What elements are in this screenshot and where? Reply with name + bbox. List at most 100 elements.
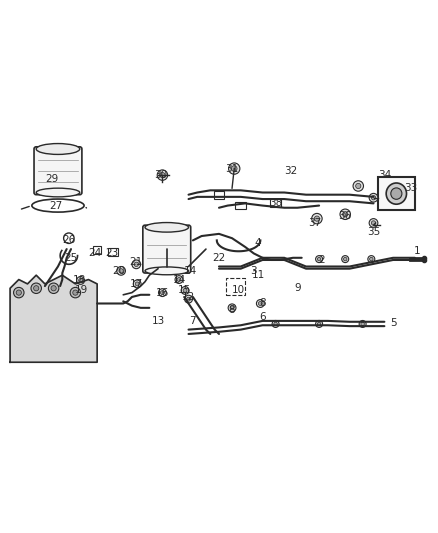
Circle shape xyxy=(31,283,42,294)
Ellipse shape xyxy=(145,223,188,232)
Circle shape xyxy=(14,287,24,298)
FancyBboxPatch shape xyxy=(34,147,82,195)
Circle shape xyxy=(368,256,375,263)
Circle shape xyxy=(117,266,125,275)
Text: 18: 18 xyxy=(73,274,86,285)
Circle shape xyxy=(177,278,181,281)
Text: 30: 30 xyxy=(154,170,167,180)
Circle shape xyxy=(175,276,183,284)
Text: 11: 11 xyxy=(251,270,265,280)
Ellipse shape xyxy=(145,267,188,275)
Text: 9: 9 xyxy=(294,283,300,293)
Text: 1: 1 xyxy=(414,246,420,256)
Text: 2: 2 xyxy=(318,255,325,265)
Circle shape xyxy=(361,322,364,326)
Ellipse shape xyxy=(36,188,80,197)
Text: 4: 4 xyxy=(255,238,261,247)
Text: 14: 14 xyxy=(184,266,198,276)
Circle shape xyxy=(134,262,138,266)
Text: 21: 21 xyxy=(130,257,143,267)
Circle shape xyxy=(369,219,378,228)
Text: 8: 8 xyxy=(259,298,266,309)
Text: 35: 35 xyxy=(367,227,380,237)
Text: 37: 37 xyxy=(308,218,321,228)
Circle shape xyxy=(356,183,361,189)
Text: 5: 5 xyxy=(390,318,396,328)
Circle shape xyxy=(316,320,322,327)
Circle shape xyxy=(353,181,364,191)
Text: 16: 16 xyxy=(156,288,169,297)
Text: 33: 33 xyxy=(404,183,417,193)
Text: 24: 24 xyxy=(88,248,102,259)
Circle shape xyxy=(343,212,348,217)
Circle shape xyxy=(181,287,189,294)
Circle shape xyxy=(274,322,277,326)
Bar xyxy=(270,199,281,207)
Circle shape xyxy=(230,306,234,310)
Text: 26: 26 xyxy=(62,236,75,245)
Text: 7: 7 xyxy=(190,316,196,326)
Text: 31: 31 xyxy=(226,164,239,174)
Text: 38: 38 xyxy=(269,198,282,208)
Text: 12: 12 xyxy=(182,292,195,302)
Circle shape xyxy=(34,286,39,291)
Circle shape xyxy=(160,290,164,295)
Circle shape xyxy=(51,286,56,291)
Circle shape xyxy=(16,290,21,295)
Ellipse shape xyxy=(36,143,80,155)
Circle shape xyxy=(70,287,81,298)
Circle shape xyxy=(370,257,373,261)
Text: 20: 20 xyxy=(112,266,125,276)
Text: 6: 6 xyxy=(259,312,266,321)
Circle shape xyxy=(119,269,123,273)
Circle shape xyxy=(133,280,141,288)
Circle shape xyxy=(48,283,59,294)
Bar xyxy=(235,201,246,209)
Text: 34: 34 xyxy=(378,170,391,180)
Circle shape xyxy=(371,196,376,200)
Circle shape xyxy=(160,173,165,177)
Bar xyxy=(214,191,224,199)
Circle shape xyxy=(318,322,321,326)
Circle shape xyxy=(231,166,237,172)
Text: 25: 25 xyxy=(64,253,78,263)
Circle shape xyxy=(77,277,85,284)
Circle shape xyxy=(318,257,321,261)
Circle shape xyxy=(228,304,236,312)
Circle shape xyxy=(79,278,82,282)
Ellipse shape xyxy=(391,188,402,199)
Circle shape xyxy=(316,256,322,263)
Circle shape xyxy=(359,320,366,327)
Circle shape xyxy=(258,302,262,305)
Circle shape xyxy=(229,163,240,174)
Text: 15: 15 xyxy=(177,286,191,295)
Bar xyxy=(93,246,101,254)
Circle shape xyxy=(369,193,378,202)
Circle shape xyxy=(343,257,347,261)
Circle shape xyxy=(187,297,191,301)
Circle shape xyxy=(371,221,376,225)
Circle shape xyxy=(73,290,78,295)
Circle shape xyxy=(312,213,322,224)
Text: 8: 8 xyxy=(229,305,235,315)
Circle shape xyxy=(185,295,192,303)
Circle shape xyxy=(132,260,141,269)
Circle shape xyxy=(342,256,349,263)
Ellipse shape xyxy=(386,183,406,204)
Text: 10: 10 xyxy=(232,286,245,295)
Text: 17: 17 xyxy=(130,279,143,289)
Text: 14: 14 xyxy=(173,274,187,285)
Text: 29: 29 xyxy=(45,174,58,184)
Circle shape xyxy=(340,209,350,220)
Bar xyxy=(108,248,117,256)
Text: 19: 19 xyxy=(75,286,88,295)
Bar xyxy=(226,278,245,295)
Text: 23: 23 xyxy=(106,248,119,259)
Circle shape xyxy=(256,300,264,308)
Text: 3: 3 xyxy=(251,266,257,276)
Circle shape xyxy=(135,282,139,286)
Text: 36: 36 xyxy=(339,212,352,221)
Text: 13: 13 xyxy=(152,316,165,326)
Bar xyxy=(378,177,415,210)
FancyBboxPatch shape xyxy=(143,225,191,273)
